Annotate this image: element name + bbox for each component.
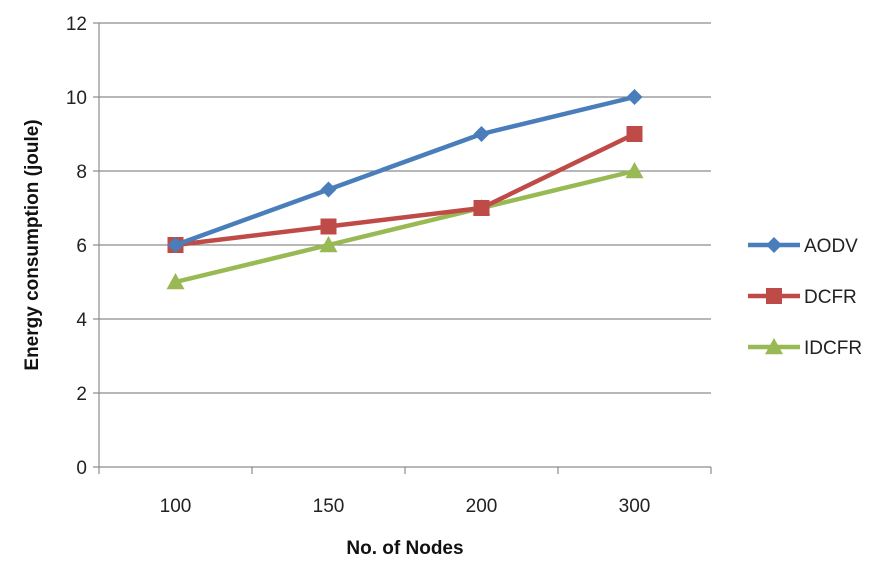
x-tick-label: 100 xyxy=(160,496,192,517)
data-point xyxy=(626,126,643,142)
y-tick-label: 8 xyxy=(76,162,87,183)
legend-item-idcfr: IDCFR xyxy=(748,338,862,359)
series-line xyxy=(173,168,637,285)
y-axis-title: Energy consumption (joule) xyxy=(22,119,43,370)
legend-item-aodv: AODV xyxy=(748,236,858,257)
data-point xyxy=(625,162,644,179)
series-line xyxy=(173,131,637,248)
x-tick-labels: 100 150 200 300 xyxy=(160,496,651,517)
data-point xyxy=(626,89,643,105)
x-axis-title: No. of Nodes xyxy=(346,538,463,559)
legend-label: AODV xyxy=(804,236,858,257)
gridlines xyxy=(99,22,711,394)
y-tick-label: 6 xyxy=(76,236,87,257)
legend-marker xyxy=(766,288,782,304)
series-group xyxy=(166,89,644,290)
x-tick-label: 300 xyxy=(619,496,651,517)
series-aodv xyxy=(167,89,643,253)
series-idcfr xyxy=(166,162,644,290)
data-point xyxy=(320,218,337,235)
y-tick-labels: 0 2 4 6 8 10 12 xyxy=(66,14,88,479)
legend: AODV DCFR IDCFR xyxy=(748,236,862,359)
legend-label: DCFR xyxy=(804,287,857,308)
data-point xyxy=(319,236,338,253)
axes xyxy=(93,22,712,474)
y-tick-label: 0 xyxy=(76,458,87,479)
legend-marker xyxy=(765,338,783,355)
series-line xyxy=(173,94,637,248)
legend-item-dcfr: DCFR xyxy=(748,287,857,308)
y-tick-label: 2 xyxy=(76,384,87,405)
series-dcfr xyxy=(167,126,643,253)
y-tick-label: 10 xyxy=(66,88,87,109)
data-point xyxy=(473,200,490,216)
y-tick-label: 4 xyxy=(76,310,87,331)
data-point xyxy=(320,181,337,198)
legend-label: IDCFR xyxy=(804,338,862,359)
data-point xyxy=(473,126,490,142)
x-tick-label: 200 xyxy=(466,496,498,517)
data-point xyxy=(167,237,184,253)
legend-marker xyxy=(766,237,782,253)
x-tick-label: 150 xyxy=(313,496,345,517)
data-point xyxy=(166,273,185,290)
y-tick-label: 12 xyxy=(66,14,87,35)
